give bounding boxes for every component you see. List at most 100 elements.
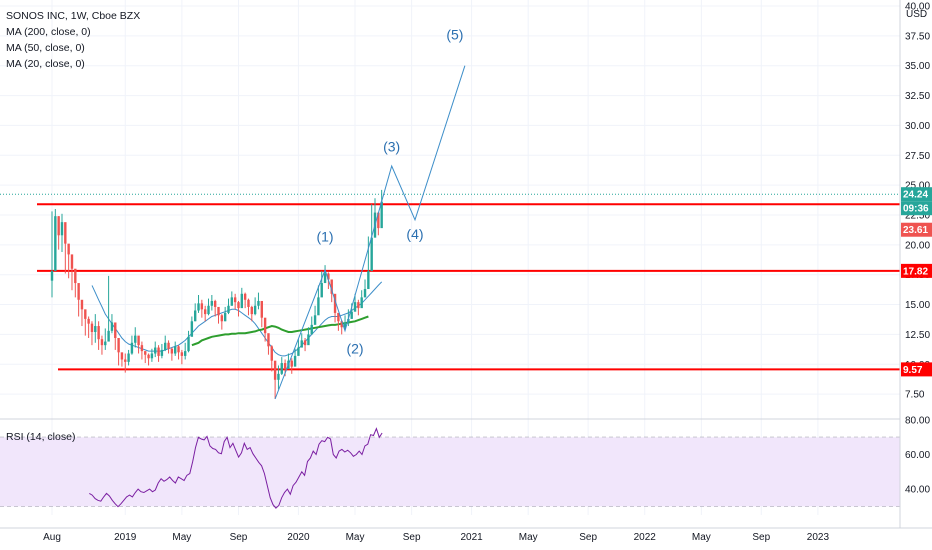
candle-body[interactable] [64,222,67,244]
candle-body[interactable] [240,293,244,309]
candle-body[interactable] [213,300,217,307]
candle-body[interactable] [217,306,220,316]
candle-body[interactable] [267,333,270,347]
candles[interactable] [50,189,383,399]
candle-body[interactable] [184,351,187,356]
candle-body[interactable] [303,340,307,346]
candle-body[interactable] [127,353,130,362]
candle-body[interactable] [280,363,283,374]
candle-body[interactable] [243,293,247,300]
candle-body[interactable] [223,312,227,322]
candle-body[interactable] [187,336,190,352]
candle-body[interactable] [357,302,360,309]
candle-body[interactable] [114,322,117,338]
candle-body[interactable] [70,254,74,269]
candle-body[interactable] [110,322,114,331]
candle-body[interactable] [230,297,234,306]
candle-body[interactable] [333,293,337,313]
candle-body[interactable] [203,309,207,315]
candle-body[interactable] [177,346,180,353]
candle-body[interactable] [360,297,363,309]
candle-body[interactable] [190,321,194,337]
candle-body[interactable] [343,322,347,328]
candle-body[interactable] [330,279,333,294]
candle-body[interactable] [263,317,267,334]
candle-body[interactable] [253,305,257,315]
candle-body[interactable] [77,283,80,300]
candle-body[interactable] [227,305,230,313]
candle-body[interactable] [367,271,370,290]
candle-body[interactable] [104,341,107,346]
candle-body[interactable] [257,300,260,306]
candle-body[interactable] [130,342,134,354]
candle-body[interactable] [283,363,287,370]
candle-body[interactable] [250,306,253,315]
candle-body[interactable] [120,352,124,360]
candle-body[interactable] [320,283,323,298]
candle-body[interactable] [317,297,320,316]
candle-body[interactable] [260,300,263,318]
candle-body[interactable] [300,340,303,348]
candle-body[interactable] [67,243,70,255]
candle-body[interactable] [220,315,224,322]
candle-body[interactable] [94,326,97,333]
candle-body[interactable] [87,318,90,324]
candle-body[interactable] [140,345,144,352]
candle-body[interactable] [297,347,300,356]
candle-body[interactable] [210,300,214,306]
candle-body[interactable] [74,268,77,284]
candle-body[interactable] [84,309,87,319]
candle-body[interactable] [134,335,137,343]
rsi-pane[interactable] [89,427,383,509]
candle-body[interactable] [193,310,197,322]
candle-body[interactable] [97,326,100,340]
wave-path[interactable] [274,65,466,400]
candle-body[interactable] [60,222,64,236]
candle-body[interactable] [290,360,293,367]
candle-body[interactable] [164,342,167,350]
candle-body[interactable] [353,302,357,312]
candle-body[interactable] [117,337,120,353]
candle-body[interactable] [180,352,184,356]
candle-body[interactable] [170,348,174,354]
candle-body[interactable] [270,346,273,361]
candle-body[interactable] [313,315,317,325]
candle-body[interactable] [377,212,380,229]
candle-body[interactable] [107,330,110,342]
candle-body[interactable] [340,321,343,328]
candle-body[interactable] [370,237,373,272]
candle-body[interactable] [380,201,383,229]
candle-body[interactable] [337,312,340,322]
level-lines[interactable] [0,193,900,371]
elliott-wave-drawing[interactable]: (1) (2) (3) (4) (5) [274,26,466,400]
candle-body[interactable] [144,351,147,355]
candle-body[interactable] [57,216,60,236]
candle-body[interactable] [167,342,170,349]
candle-body[interactable] [310,324,313,335]
candle-body[interactable] [363,289,367,298]
candle-body[interactable] [307,334,310,346]
candle-body[interactable] [90,323,94,333]
candle-body[interactable] [150,353,154,359]
candle-body[interactable] [273,360,277,380]
candle-body[interactable] [137,335,140,346]
candle-body[interactable] [100,339,104,346]
candle-body[interactable] [157,347,160,356]
candle-body[interactable] [293,355,297,367]
candle-body[interactable] [160,349,164,356]
candle-body[interactable] [207,305,210,315]
candle-body[interactable] [174,346,177,354]
candle-body[interactable] [233,297,237,303]
candle-body[interactable] [154,347,157,354]
candle-body[interactable] [237,302,240,309]
candle-body[interactable] [350,311,353,319]
candle-body[interactable] [200,303,204,310]
candle-body[interactable] [327,273,330,280]
candle-body[interactable] [50,271,54,281]
candle-body[interactable] [54,216,57,272]
candle-body[interactable] [277,373,280,380]
candle-body[interactable] [323,273,327,284]
candle-body[interactable] [247,299,250,307]
candle-body[interactable] [197,303,200,311]
